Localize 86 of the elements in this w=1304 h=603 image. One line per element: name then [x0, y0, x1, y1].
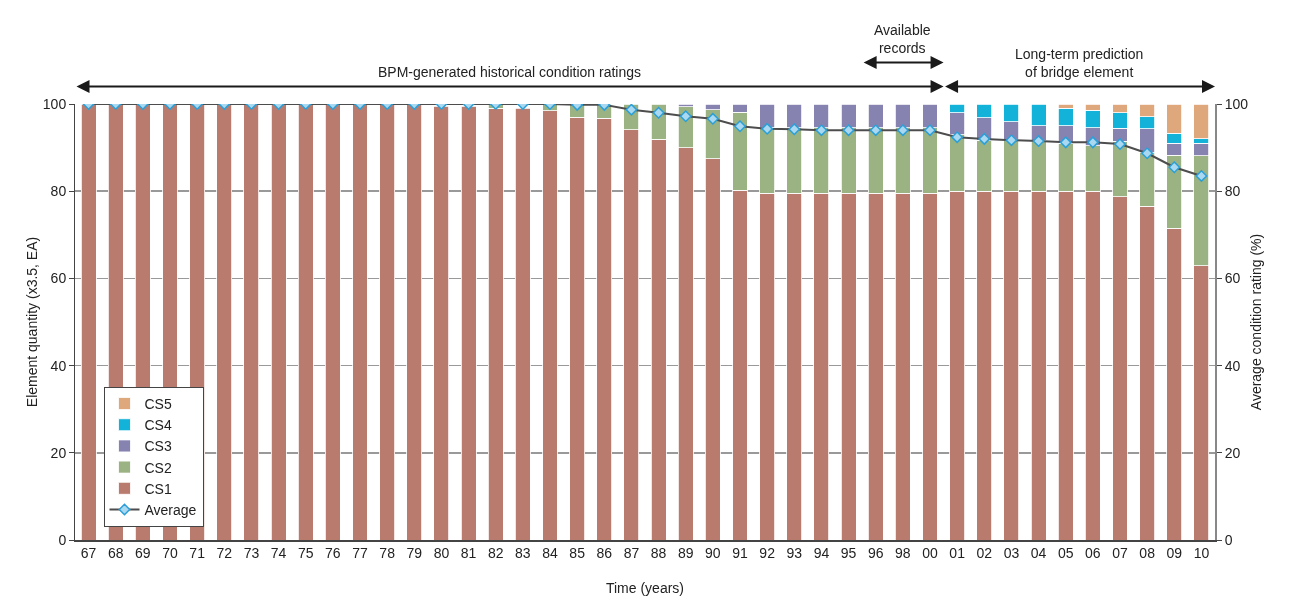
x-tick-label: 86	[596, 545, 613, 562]
x-tick-label: 83	[515, 545, 531, 562]
bar	[379, 104, 396, 540]
x-tick-label: 07	[1112, 545, 1128, 562]
x-tick-label: 81	[460, 545, 477, 562]
y2-axis-title: Average condition rating (%)	[1248, 233, 1264, 411]
x-tick-label: 76	[325, 545, 341, 562]
x-tick-label: 84	[542, 545, 558, 562]
bar	[352, 104, 368, 540]
x-tick-label: 67	[80, 545, 97, 562]
x-axis-title: Time (years)	[605, 579, 685, 596]
y-tick-label: 20	[50, 444, 67, 461]
x-tick-label: 93	[786, 545, 803, 562]
bar	[1193, 104, 1210, 140]
x-tick-label: 09	[1166, 545, 1183, 562]
x-tick-label: 80	[433, 545, 450, 562]
x-tick-label: 96	[867, 545, 884, 562]
x-tick-label: 87	[623, 545, 640, 562]
bar	[80, 104, 97, 540]
x-tick-label: 06	[1085, 545, 1101, 562]
x-tick-label: 05	[1057, 545, 1074, 562]
x-tick-label: 88	[650, 545, 667, 562]
x-tick-label: 71	[189, 545, 206, 562]
x-tick-label: 01	[949, 545, 966, 562]
bar	[813, 104, 830, 129]
x-tick-label: 00	[922, 545, 938, 562]
x-tick-label: 98	[895, 545, 911, 562]
bar	[406, 104, 423, 540]
x-tick-label: 75	[297, 545, 314, 562]
x-tick-label: 85	[569, 545, 586, 562]
x-tick-label: 94	[813, 545, 830, 562]
y-axis-title: Element quantity (x3.5, EA)	[24, 236, 40, 408]
x-tick-label: 08	[1139, 545, 1156, 562]
x-tick-label: 91	[732, 545, 748, 562]
bar	[460, 105, 477, 540]
bar	[270, 104, 287, 540]
y-tick-label: 80	[50, 183, 67, 200]
bar	[867, 104, 884, 129]
legend-label: CS2	[144, 459, 172, 476]
bar	[216, 104, 233, 540]
x-tick-label: 70	[162, 545, 178, 562]
y2-tick-label: 100	[1224, 95, 1249, 112]
y2-tick-label: 0	[1224, 531, 1233, 548]
y2-tick-label: 80	[1224, 183, 1241, 200]
bar	[514, 107, 531, 540]
bar	[243, 104, 260, 540]
x-tick-label: 92	[759, 545, 776, 562]
bar	[297, 104, 314, 540]
x-tick-label: 10	[1193, 545, 1210, 562]
text: BPM-generated historical condition ratings	[378, 64, 642, 80]
bar	[487, 107, 504, 540]
bar	[324, 104, 341, 540]
bar	[840, 104, 857, 129]
y2-tick-label: 40	[1224, 357, 1241, 374]
y-tick-label: 60	[50, 270, 67, 287]
x-tick-label: 90	[705, 545, 721, 562]
legend-label: CS5	[144, 395, 172, 412]
bar	[894, 104, 911, 129]
text: Long-term prediction of bridge element	[1015, 46, 1144, 81]
x-tick-label: 95	[840, 545, 857, 562]
x-tick-label: 73	[243, 545, 260, 562]
legend-label: CS1	[144, 480, 172, 497]
x-tick-label: 82	[487, 545, 504, 562]
x-tick-label: 89	[677, 545, 694, 562]
legend-label: CS3	[144, 438, 172, 455]
y2-tick-label: 20	[1224, 444, 1241, 461]
x-tick-label: 03	[1003, 545, 1020, 562]
y2-tick-label: 60	[1224, 270, 1241, 287]
bar	[759, 104, 776, 129]
x-tick-label: 68	[107, 545, 124, 562]
legend-label: Average	[144, 501, 197, 518]
x-tick-label: 78	[379, 545, 396, 562]
x-tick-label: 04	[1030, 545, 1047, 562]
bar	[433, 105, 450, 540]
y-tick-label: 100	[42, 95, 67, 112]
x-tick-label: 79	[406, 545, 423, 562]
legend-label: CS4	[144, 417, 172, 434]
text: Available records	[874, 22, 931, 57]
x-tick-label: 69	[135, 545, 151, 562]
bar	[786, 104, 803, 129]
y-tick-label: 40	[50, 357, 67, 374]
x-tick-label: 77	[352, 545, 368, 562]
x-tick-label: 72	[216, 545, 233, 562]
y-tick-label: 0	[58, 531, 67, 548]
x-tick-label: 74	[270, 545, 287, 562]
x-tick-label: 02	[976, 545, 993, 562]
